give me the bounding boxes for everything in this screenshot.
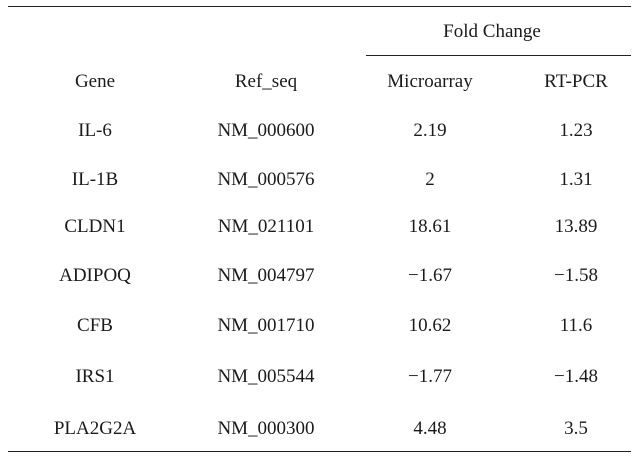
header-microarray: Microarray — [387, 71, 473, 92]
cell-rt-pcr: 1.23 — [559, 120, 593, 141]
cell-microarray: 2 — [425, 169, 435, 190]
header-ref-seq: Ref_seq — [234, 71, 298, 92]
table-top-rule — [8, 6, 631, 7]
table-bottom-rule — [8, 451, 631, 452]
cell-rt-pcr: 1.31 — [559, 169, 593, 190]
cell-microarray: −1.77 — [408, 366, 452, 387]
cell-microarray: 4.48 — [413, 418, 447, 439]
cell-ref-seq: NM_005544 — [217, 366, 315, 387]
cell-ref-seq: NM_000300 — [217, 418, 315, 439]
cell-microarray: −1.67 — [408, 265, 452, 286]
cell-ref-seq: NM_001710 — [217, 315, 315, 336]
cell-gene: IL-1B — [71, 169, 119, 190]
cell-ref-seq: NM_000600 — [217, 120, 315, 141]
cell-rt-pcr: −1.48 — [554, 366, 598, 387]
cell-ref-seq: NM_000576 — [217, 169, 315, 190]
cell-rt-pcr: −1.58 — [554, 265, 598, 286]
cell-rt-pcr: 13.89 — [554, 216, 598, 237]
fold-change-header: Fold Change — [443, 21, 541, 42]
cell-ref-seq: NM_021101 — [217, 216, 315, 237]
cell-gene: CFB — [77, 315, 113, 336]
cell-ref-seq: NM_004797 — [217, 265, 315, 286]
cell-gene: CLDN1 — [64, 216, 126, 237]
header-gene: Gene — [74, 71, 116, 92]
cell-microarray: 10.62 — [408, 315, 452, 336]
cell-gene: IL-6 — [78, 120, 112, 141]
cell-microarray: 2.19 — [413, 120, 447, 141]
header-rt-pcr: RT-PCR — [544, 71, 608, 92]
cell-gene: PLA2G2A — [53, 418, 137, 439]
fold-change-underline — [366, 55, 631, 56]
cell-rt-pcr: 11.6 — [559, 315, 593, 336]
cell-gene: ADIPOQ — [59, 265, 131, 286]
cell-microarray: 18.61 — [408, 216, 452, 237]
cell-gene: IRS1 — [75, 366, 115, 387]
cell-rt-pcr: 3.5 — [564, 418, 588, 439]
